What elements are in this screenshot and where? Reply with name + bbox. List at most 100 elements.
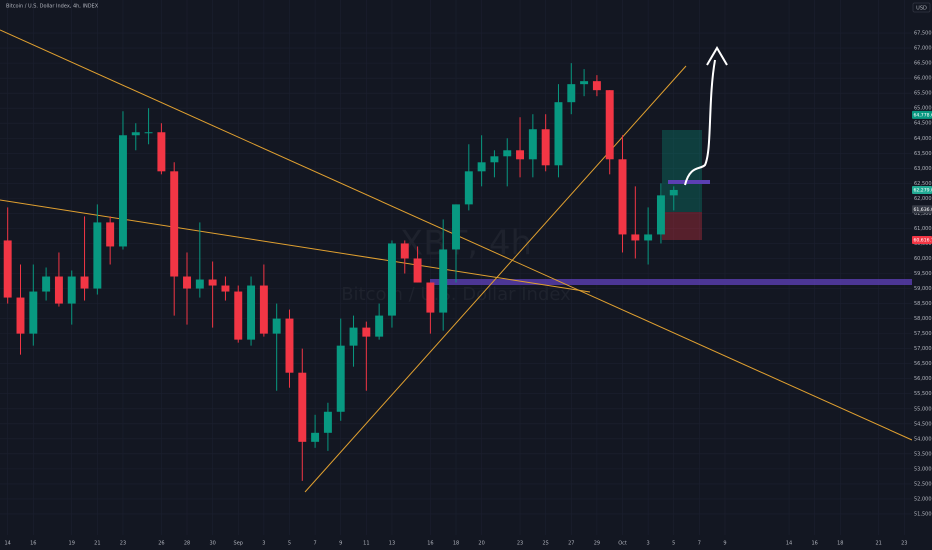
y-tick-label: 56,500.00	[914, 361, 932, 367]
candle-body	[93, 222, 102, 289]
x-tick-label: 29	[594, 541, 600, 547]
x-tick-label: 21	[94, 541, 100, 547]
x-tick-label: 30	[209, 541, 215, 547]
y-tick-label: 67,500.00	[914, 31, 932, 37]
y-tick-label: 67,000.00	[914, 46, 932, 52]
x-tick-label: 16	[30, 541, 36, 547]
candle-body	[426, 282, 435, 313]
x-tick-label: 23	[901, 541, 907, 547]
candle-body	[375, 315, 384, 337]
candle-body	[631, 234, 640, 241]
price-label-box	[912, 235, 932, 244]
x-tick-label: 18	[453, 541, 459, 547]
candle-body	[118, 135, 127, 247]
y-tick-label: 57,000.00	[914, 346, 932, 352]
y-tick-label: 62,000.00	[914, 196, 932, 202]
y-tick-label: 65,000.00	[914, 106, 932, 112]
y-tick-label: 66,000.00	[914, 76, 932, 82]
candle-body	[477, 162, 486, 172]
candle-body	[131, 132, 140, 136]
x-tick-label: 9	[339, 541, 342, 547]
chart-title: Bitcoin / U.S. Dollar Index, 4h, INDEX	[6, 4, 99, 10]
x-tick-label: 5	[672, 541, 675, 547]
y-tick-label: 53,500.00	[914, 451, 932, 457]
x-tick-label: 28	[184, 541, 190, 547]
candles	[3, 63, 678, 481]
candle-body	[311, 432, 320, 442]
y-tick-label: 56,000.00	[914, 376, 932, 382]
x-tick-label: 27	[568, 541, 574, 547]
y-tick-label: 62,500.00	[914, 181, 932, 187]
price-label: 60,616.77	[914, 237, 932, 243]
watermark: XBT, 4h	[400, 224, 532, 264]
grid	[0, 0, 912, 535]
candle-body	[336, 345, 345, 412]
support-zone	[430, 279, 912, 285]
y-tick-label: 58,500.00	[914, 301, 932, 307]
x-tick-label: 18	[837, 541, 843, 547]
candle-body	[387, 243, 396, 316]
y-tick-label: 63,000.00	[914, 166, 932, 172]
price-axis	[912, 0, 932, 550]
y-tick-label: 64,000.00	[914, 136, 932, 142]
candle-body	[183, 276, 191, 289]
x-tick-label: 13	[389, 541, 395, 547]
candle-body	[16, 297, 25, 334]
y-tick-label: 61,500.00	[914, 211, 932, 217]
candle-body	[516, 150, 525, 160]
candle-body	[3, 240, 12, 298]
x-tick-label: 7	[698, 541, 701, 547]
candle-body	[464, 171, 473, 205]
candle-body	[618, 159, 627, 235]
price-label-box	[912, 110, 932, 119]
x-tick-label: 9	[723, 541, 726, 547]
y-tick-label: 53,000.00	[914, 466, 932, 472]
candle-body	[490, 156, 499, 163]
x-tick-label: 19	[69, 541, 75, 547]
candle-body	[349, 327, 358, 346]
candle-body	[42, 276, 51, 292]
candle-body	[592, 81, 601, 91]
candle-body	[170, 171, 179, 277]
resistance-zone	[668, 180, 710, 184]
y-tick-label: 55,500.00	[914, 391, 932, 397]
candle-body	[323, 411, 332, 433]
y-tick-label: 66,500.00	[914, 61, 932, 67]
y-tick-label: 52,000.00	[914, 496, 932, 502]
y-tick-label: 63,500.00	[914, 151, 932, 157]
candle-body	[452, 204, 460, 250]
y-tick-label: 51,500.00	[914, 511, 932, 517]
price-label-box	[912, 185, 932, 194]
price-label: 64,778.67	[914, 112, 932, 118]
x-tick-label: Sep	[234, 541, 243, 547]
price-label: 61,636.00	[914, 207, 932, 213]
currency[interactable]: USD	[916, 6, 927, 12]
y-tick-label: 52,500.00	[914, 481, 932, 487]
candle-body	[413, 258, 422, 283]
candle-body	[144, 132, 153, 134]
x-tick-label: 16	[427, 541, 433, 547]
candle-body	[54, 276, 63, 304]
y-tick-label: 55,000.00	[914, 406, 932, 412]
x-tick-label: 23	[120, 541, 126, 547]
price-label: 62,279.06	[914, 187, 932, 193]
candle-body	[80, 276, 89, 289]
price-label-box	[912, 205, 932, 214]
x-tick-label: 21	[876, 541, 882, 547]
candle-body	[234, 291, 243, 340]
y-tick-label: 57,500.00	[914, 331, 932, 337]
candle-body	[272, 318, 281, 334]
candle-body	[106, 222, 115, 247]
candle-body	[554, 102, 563, 166]
watermark-subtitle: Bitcoin / U.S. Dollar Index	[341, 284, 571, 305]
x-tick-label: 26	[158, 541, 164, 547]
x-tick-label: 14	[4, 541, 10, 547]
x-tick-label: 25	[542, 541, 548, 547]
y-tick-label: 54,500.00	[914, 421, 932, 427]
currency-box[interactable]	[912, 2, 931, 13]
stop-zone	[662, 212, 702, 240]
y-tick-label: 65,500.00	[914, 91, 932, 97]
y-tick-label: 60,500.00	[914, 241, 932, 247]
x-tick-label: 3	[262, 541, 265, 547]
